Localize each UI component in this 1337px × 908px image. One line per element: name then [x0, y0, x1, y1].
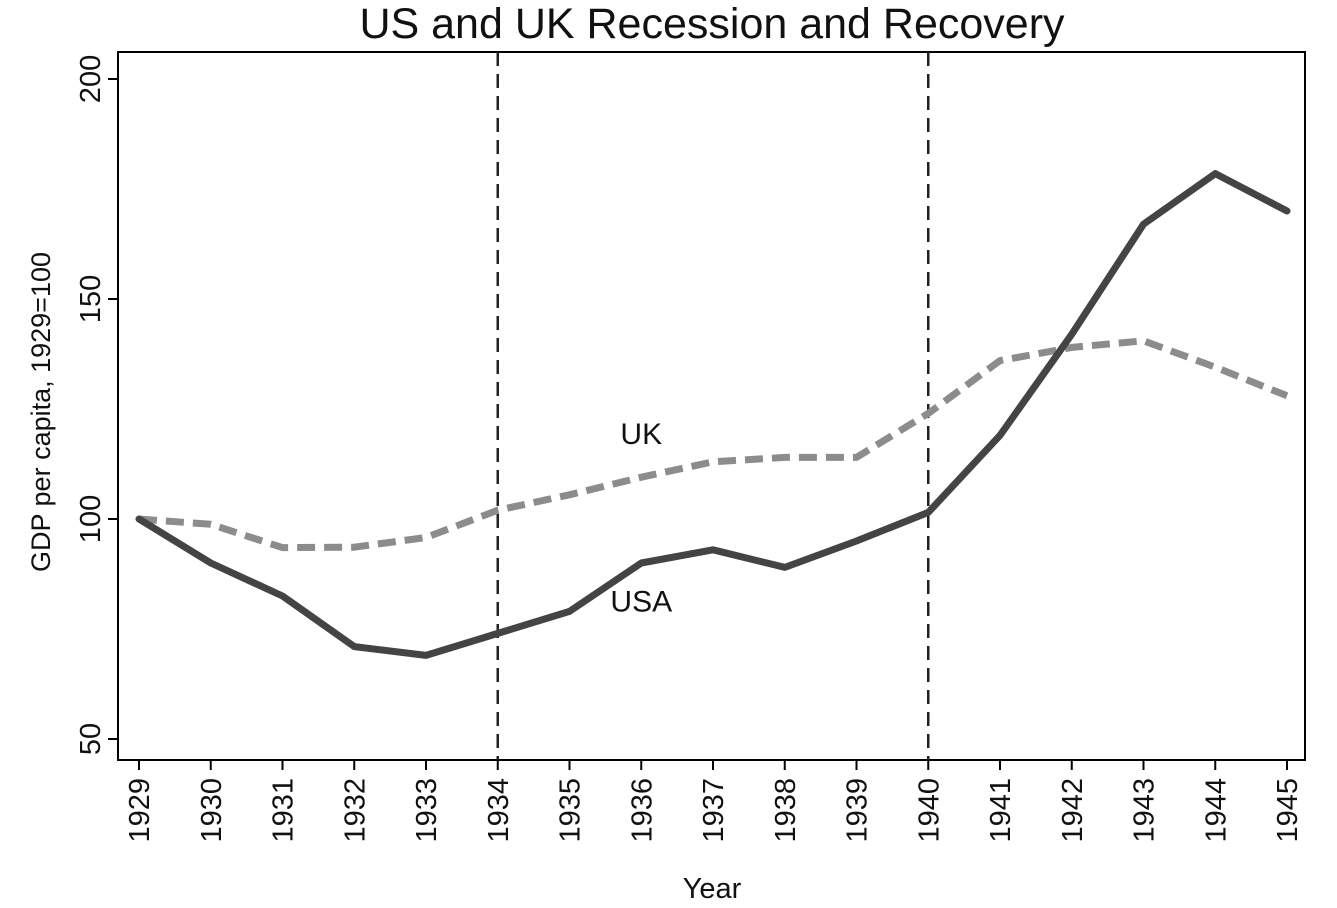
x-tick-label: 1934 — [483, 778, 515, 843]
x-tick-label: 1940 — [913, 778, 945, 843]
x-axis-label: Year — [683, 873, 742, 903]
x-tick-label: 1937 — [698, 778, 730, 843]
x-tick-label: 1936 — [626, 778, 658, 843]
x-tick-label: 1938 — [770, 778, 802, 843]
x-tick-label: 1942 — [1057, 778, 1089, 843]
x-tick-label: 1931 — [268, 778, 300, 843]
y-axis-label: GDP per capita, 1929=100 — [26, 252, 56, 572]
series-group — [135, 170, 1291, 659]
y-tick-label: 150 — [75, 275, 107, 323]
x-tick-label: 1935 — [555, 778, 587, 843]
plot-border — [117, 51, 1306, 761]
y-axis: 50 100 150 200 — [75, 55, 118, 755]
x-tick-label: 1933 — [411, 778, 443, 843]
x-tick-label: 1945 — [1272, 778, 1304, 843]
x-tick-label: 1929 — [124, 778, 156, 843]
x-tick-label: 1939 — [842, 778, 874, 843]
x-axis: 1929 1930 1931 1932 1933 1934 1935 1936 1937 1938… — [124, 760, 1304, 843]
x-tick-label: 1944 — [1200, 778, 1232, 843]
series-line-usa — [135, 170, 1291, 659]
chart-title: US and UK Recession and Recovery — [359, 0, 1065, 48]
y-tick-label: 100 — [75, 495, 107, 543]
x-tick-label: 1932 — [339, 778, 371, 843]
x-tick-label: 1930 — [196, 778, 228, 843]
x-tick-label: 1941 — [985, 778, 1017, 843]
annotation-usa: USA — [610, 585, 672, 618]
y-tick-label: 50 — [75, 723, 107, 755]
reference-lines — [496, 52, 930, 760]
annotation-uk: UK — [620, 418, 662, 451]
y-tick-label: 200 — [75, 55, 107, 103]
x-tick-label: 1943 — [1129, 778, 1161, 843]
plot-frame — [117, 51, 1306, 761]
annotations: UK USA — [610, 418, 672, 618]
series-line-uk — [138, 337, 1289, 552]
